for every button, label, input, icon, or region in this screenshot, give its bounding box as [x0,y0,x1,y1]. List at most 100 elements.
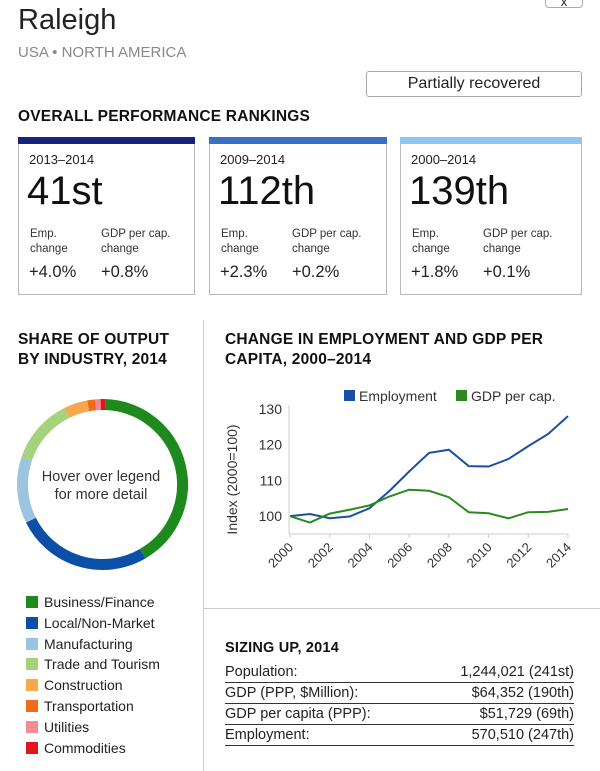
legend-swatch [456,390,467,401]
x-tick-label: 2000 [265,540,296,571]
legend-item-commodities[interactable]: Commodities [26,738,126,758]
gdp-label-line: GDP per cap. [292,228,362,240]
legend-item-trade-and-tourism[interactable]: Trade and Tourism [26,654,160,674]
series-line-employment [289,415,569,520]
legend-swatch [26,741,38,754]
city-title: Raleigh [18,4,117,36]
y-tick-label: 110 [260,472,283,488]
card-color-bar [18,137,195,144]
donut-slice[interactable] [21,407,70,462]
legend-label: Manufacturing [44,635,133,652]
gdp-change-value: +0.1% [483,263,531,281]
chart-title-1: CHANGE IN EMPLOYMENT AND GDP PER [225,331,544,348]
sizing-value: 570,510 (247th) [471,727,574,743]
gdp-label-line: change [101,243,139,255]
sizing-row: GDP per capita (PPP): $51,729 (69th) [225,705,574,725]
share-heading-2: BY INDUSTRY, 2014 [18,351,167,368]
sizing-value: $64,352 (190th) [471,685,574,701]
x-tick-label: 2002 [305,540,336,571]
card-rank: 139th [409,169,510,213]
emp-change-label: Emp. change [30,227,68,257]
emp-label-line: Emp. [30,228,57,240]
series-line-gdp [289,488,569,524]
legend-label: Business/Finance [44,594,155,610]
close-button[interactable]: x [545,0,583,9]
sizing-label: GDP (PPP, $Million): [225,685,359,701]
legend-swatch [26,658,38,671]
emp-label-line: change [412,243,450,255]
legend-label: Utilities [44,718,90,735]
emp-change-value: +4.0% [29,263,77,281]
card-period: 2009–2014 [220,152,286,167]
legend-swatch [26,596,38,608]
card-period: 2013–2014 [29,152,95,167]
legend-swatch [26,720,38,733]
sizing-label: Population: [225,664,298,680]
x-tick-label: 2012 [503,540,534,571]
y-tick-label: 130 [259,401,283,417]
gdp-change-value: +0.2% [292,263,340,281]
donut-slice[interactable] [87,399,97,412]
ranking-card: 2013–2014 41st Emp. change GDP per cap. ch… [18,137,195,295]
chart-legend-label: GDP per cap. [471,388,556,404]
legend-label: Trade and Tourism [44,656,160,673]
gdp-label-line: change [292,243,330,255]
sizing-label: GDP per capita (PPP): [225,706,371,722]
ranking-card: 2000–2014 139th Emp. change GDP per cap. c… [400,137,582,295]
legend-item-business-finance[interactable]: Business/Finance [26,592,155,612]
emp-change-label: Emp. change [221,227,259,257]
emp-label-line: Emp. [412,228,439,240]
sizing-heading: SIZING UP, 2014 [225,640,339,656]
ranking-card: 2009–2014 112th Emp. change GDP per cap. c… [209,137,387,295]
share-heading-1: SHARE OF OUTPUT [18,331,170,348]
legend-swatch [344,390,355,401]
emp-change-label: Emp. change [412,227,450,257]
sizing-row: Employment: 570,510 (247th) [225,726,574,746]
donut-hint-1: Hover over legend [41,469,161,485]
chart-legend-label: Employment [359,388,437,404]
donut-slice[interactable] [105,399,188,559]
legend-label: Transportation [44,698,134,714]
section-divider [204,608,600,609]
legend-item-utilities[interactable]: Utilities [26,717,89,737]
donut-slice[interactable] [17,457,36,523]
legend-swatch [26,616,38,629]
legend-label: Construction [44,677,123,694]
industry-donut-chart [17,399,188,570]
legend-item-transportation[interactable]: Transportation [26,696,134,716]
column-divider [203,320,204,771]
gdp-change-label: GDP per cap. change [483,227,552,257]
legend-item-local-non-market[interactable]: Local/Non-Market [26,613,155,633]
legend-label: Local/Non-Market [44,614,155,631]
sizing-row: Population: 1,244,021 (241st) [225,663,574,683]
legend-swatch [26,637,38,650]
emp-change-value: +2.3% [220,263,268,281]
gdp-change-value: +0.8% [101,263,149,281]
donut-slice[interactable] [25,517,146,570]
emp-change-value: +1.8% [411,263,459,281]
employment-gdp-line-chart: 100 110 120 130 2000 2002 2004 2006 2008 2010 2012… [224,388,574,571]
gdp-change-label: GDP per cap. change [292,227,361,257]
y-axis-label: Index (2000=100) [224,424,240,534]
region-subtitle: USA • NORTH AMERICA [18,44,187,61]
x-tick-label: 2010 [464,540,495,571]
y-tick-label: 100 [259,508,283,524]
x-tick-label: 2008 [424,540,455,571]
gdp-label-line: change [483,243,521,255]
donut-slice[interactable] [64,400,90,418]
sizing-label: Employment: [225,727,310,743]
legend-label: Commodities [44,739,126,756]
legend-swatch [26,700,38,712]
rankings-heading: OVERALL PERFORMANCE RANKINGS [18,108,311,125]
card-color-bar [209,137,387,144]
card-rank: 41st [27,169,103,213]
legend-item-manufacturing[interactable]: Manufacturing [26,634,133,654]
x-tick-label: 2004 [344,540,375,571]
gdp-label-line: GDP per cap. [483,228,553,240]
y-tick-label: 120 [259,437,283,453]
emp-label-line: change [221,243,259,255]
legend-item-construction[interactable]: Construction [26,675,123,695]
gdp-label-line: GDP per cap. [101,228,171,240]
sizing-value: 1,244,021 (241st) [460,664,574,680]
card-period: 2000–2014 [411,152,477,167]
